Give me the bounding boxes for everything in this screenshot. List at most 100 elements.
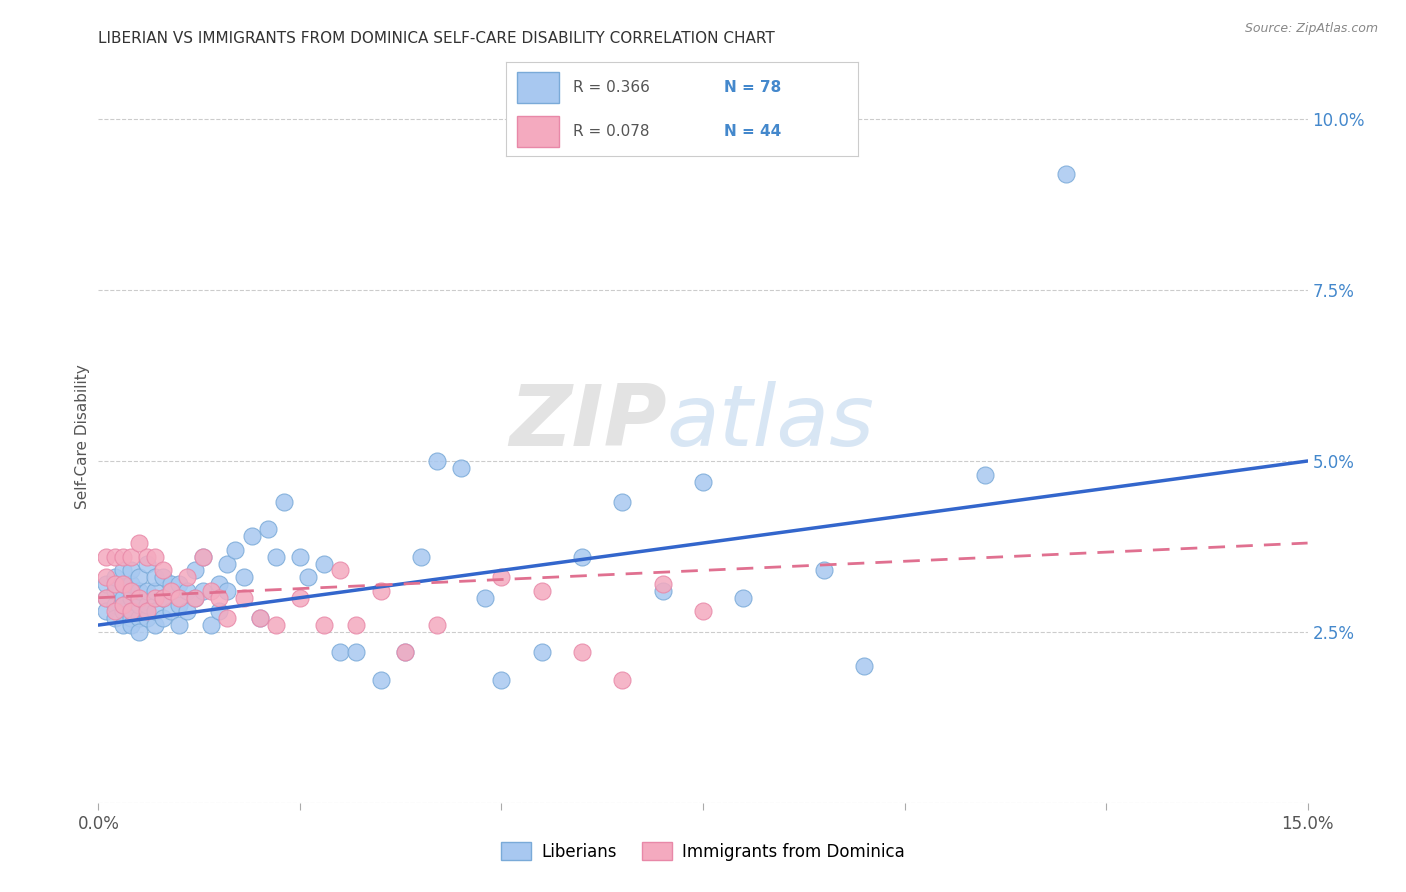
Point xyxy=(217,583,239,598)
Point xyxy=(152,591,174,605)
Text: Source: ZipAtlas.com: Source: ZipAtlas.com xyxy=(1244,22,1378,36)
Point xyxy=(135,604,157,618)
Point xyxy=(143,570,166,584)
Point xyxy=(249,611,271,625)
Point xyxy=(103,570,125,584)
Point xyxy=(184,591,207,605)
Text: R = 0.366: R = 0.366 xyxy=(574,80,650,95)
Point xyxy=(135,557,157,571)
Point xyxy=(426,454,449,468)
Point xyxy=(1054,167,1077,181)
Point xyxy=(193,549,215,564)
Point xyxy=(128,583,150,598)
Point xyxy=(853,659,876,673)
Point xyxy=(193,549,215,564)
Point xyxy=(135,598,157,612)
Point xyxy=(571,549,593,564)
Y-axis label: Self-Care Disability: Self-Care Disability xyxy=(75,365,90,509)
Point xyxy=(128,570,150,584)
Point xyxy=(273,495,295,509)
Point xyxy=(143,604,166,618)
Point xyxy=(111,577,134,591)
Point xyxy=(208,591,231,605)
Point xyxy=(176,570,198,584)
Point xyxy=(96,591,118,605)
Point xyxy=(152,611,174,625)
Point xyxy=(128,536,150,550)
Point xyxy=(651,583,673,598)
Point xyxy=(217,557,239,571)
Point xyxy=(167,577,190,591)
Point xyxy=(96,577,118,591)
Point xyxy=(256,522,278,536)
Point xyxy=(120,583,142,598)
Point xyxy=(135,583,157,598)
Point xyxy=(264,549,287,564)
Point xyxy=(314,557,336,571)
Text: N = 78: N = 78 xyxy=(724,80,782,95)
Point xyxy=(491,570,513,584)
Point xyxy=(612,495,634,509)
Point xyxy=(813,563,835,577)
Point xyxy=(152,591,174,605)
Point xyxy=(232,591,254,605)
Point xyxy=(111,549,134,564)
Point xyxy=(329,563,352,577)
Point xyxy=(111,618,134,632)
Point xyxy=(329,645,352,659)
Point xyxy=(167,618,190,632)
Point xyxy=(143,591,166,605)
Point xyxy=(491,673,513,687)
Point xyxy=(103,583,125,598)
Point xyxy=(152,570,174,584)
Point xyxy=(128,611,150,625)
Point xyxy=(160,583,183,598)
Text: N = 44: N = 44 xyxy=(724,124,782,139)
Point xyxy=(120,549,142,564)
Point xyxy=(530,645,553,659)
Point xyxy=(264,618,287,632)
Point xyxy=(651,577,673,591)
Point xyxy=(394,645,416,659)
Point xyxy=(176,604,198,618)
Point xyxy=(120,563,142,577)
Text: ZIP: ZIP xyxy=(509,381,666,464)
Bar xyxy=(517,116,558,147)
Point xyxy=(224,542,246,557)
Point xyxy=(208,577,231,591)
Point xyxy=(450,460,472,475)
Point xyxy=(217,611,239,625)
Point xyxy=(143,549,166,564)
Point xyxy=(111,598,134,612)
Point xyxy=(152,563,174,577)
Point xyxy=(974,467,997,482)
Point xyxy=(96,604,118,618)
Point xyxy=(344,618,367,632)
Point xyxy=(111,563,134,577)
Point xyxy=(96,549,118,564)
Point xyxy=(111,577,134,591)
Point xyxy=(96,570,118,584)
Point xyxy=(297,570,319,584)
Point xyxy=(103,611,125,625)
Point xyxy=(733,591,755,605)
Point xyxy=(240,529,263,543)
Point xyxy=(167,591,190,605)
Point xyxy=(200,618,222,632)
Point xyxy=(135,611,157,625)
Point xyxy=(103,549,125,564)
Point xyxy=(120,611,142,625)
Point xyxy=(111,591,134,605)
Point xyxy=(571,645,593,659)
Point xyxy=(208,604,231,618)
Point xyxy=(103,604,125,618)
Point xyxy=(160,577,183,591)
Point xyxy=(426,618,449,632)
Point xyxy=(344,645,367,659)
Point xyxy=(120,604,142,618)
Point xyxy=(176,583,198,598)
Point xyxy=(143,618,166,632)
Point xyxy=(314,618,336,632)
Point xyxy=(370,583,392,598)
Point xyxy=(184,591,207,605)
